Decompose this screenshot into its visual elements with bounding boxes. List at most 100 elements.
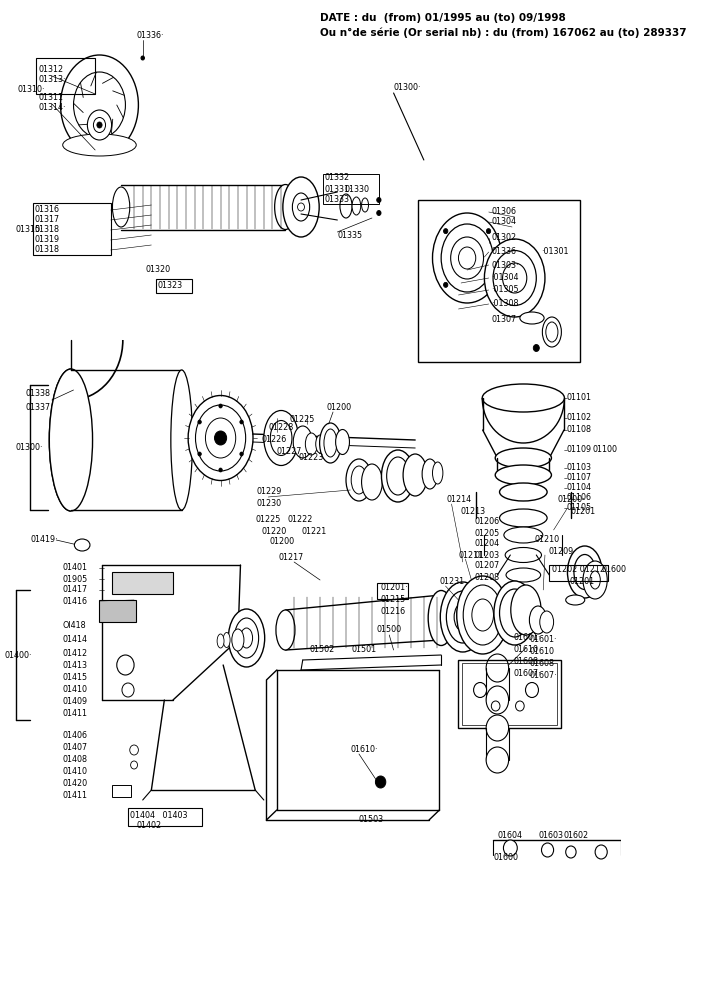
Text: 01310·: 01310· (17, 85, 45, 94)
Text: 01337·: 01337· (26, 403, 54, 412)
Ellipse shape (482, 384, 564, 412)
Text: 01500: 01500 (376, 626, 401, 635)
Text: Ol418: Ol418 (62, 620, 86, 630)
Ellipse shape (297, 203, 304, 211)
Text: 01227: 01227 (277, 448, 302, 456)
Ellipse shape (459, 247, 476, 269)
Bar (37, 58, 95, 94)
Text: 01303·: 01303· (491, 260, 519, 269)
Text: 01200: 01200 (327, 403, 352, 412)
Text: 01101: 01101 (567, 393, 592, 402)
Ellipse shape (474, 682, 487, 698)
Text: 01103: 01103 (567, 464, 592, 473)
Text: 01323: 01323 (157, 280, 182, 290)
Text: 01502: 01502 (309, 646, 335, 654)
Text: 01416: 01416 (62, 596, 88, 605)
Ellipse shape (264, 410, 299, 466)
Text: 01503: 01503 (359, 816, 384, 824)
Text: 01335: 01335 (337, 231, 363, 239)
Text: 01313·: 01313· (38, 75, 65, 84)
Ellipse shape (520, 312, 544, 324)
Bar (113, 785, 131, 797)
Text: 01417: 01417 (62, 585, 88, 594)
Ellipse shape (97, 122, 102, 128)
Ellipse shape (500, 509, 547, 527)
Ellipse shape (73, 72, 126, 138)
Text: 01213: 01213 (460, 506, 485, 516)
Text: 01206: 01206 (474, 518, 499, 526)
Ellipse shape (495, 448, 551, 468)
Ellipse shape (516, 701, 524, 711)
Ellipse shape (305, 433, 317, 455)
Text: 01205: 01205 (474, 528, 499, 538)
Ellipse shape (457, 576, 508, 654)
Text: 01319: 01319 (34, 235, 60, 244)
Text: 01336: 01336 (491, 247, 516, 256)
Text: ·01301: ·01301 (541, 247, 568, 256)
Ellipse shape (381, 450, 414, 502)
Text: 01601·: 01601· (514, 634, 541, 643)
Ellipse shape (486, 715, 508, 741)
Ellipse shape (428, 590, 454, 646)
Bar (549, 565, 608, 581)
Ellipse shape (122, 683, 134, 697)
Ellipse shape (432, 213, 502, 303)
Ellipse shape (377, 198, 381, 202)
Text: ·01308: ·01308 (491, 300, 519, 308)
Text: ·01305: ·01305 (491, 286, 519, 294)
Text: 01318: 01318 (34, 226, 60, 234)
Ellipse shape (217, 634, 224, 648)
Ellipse shape (566, 595, 584, 605)
Ellipse shape (240, 452, 243, 456)
Text: ·01304: ·01304 (491, 273, 519, 282)
Ellipse shape (198, 452, 201, 456)
Text: 01410: 01410 (62, 766, 88, 776)
Ellipse shape (491, 701, 500, 711)
Text: 01338: 01338 (26, 388, 51, 397)
Ellipse shape (270, 420, 292, 456)
Text: 01314·: 01314· (38, 104, 65, 112)
Ellipse shape (451, 237, 483, 279)
Ellipse shape (387, 457, 409, 495)
Bar (113, 572, 173, 594)
Ellipse shape (506, 568, 541, 582)
Ellipse shape (219, 468, 223, 472)
Ellipse shape (362, 198, 368, 212)
Text: 01312: 01312 (38, 66, 63, 75)
Text: 01601·: 01601· (529, 636, 557, 645)
Ellipse shape (541, 843, 554, 857)
Ellipse shape (583, 561, 607, 599)
Ellipse shape (486, 282, 490, 287)
Ellipse shape (432, 462, 443, 484)
Bar (128, 808, 202, 826)
Ellipse shape (141, 56, 144, 60)
Text: 01215: 01215 (381, 595, 406, 604)
Text: 01109: 01109 (567, 446, 592, 454)
Text: 01401: 01401 (62, 564, 88, 572)
Ellipse shape (50, 369, 93, 511)
Text: 01221: 01221 (301, 526, 326, 536)
Text: 01604: 01604 (498, 830, 523, 840)
Ellipse shape (117, 655, 134, 675)
Ellipse shape (316, 435, 325, 453)
Ellipse shape (486, 654, 508, 682)
Text: 01501: 01501 (351, 646, 376, 654)
Ellipse shape (444, 229, 448, 234)
Text: 01106: 01106 (567, 493, 592, 502)
Text: 01407: 01407 (62, 742, 88, 752)
Ellipse shape (346, 459, 372, 501)
Bar (33, 203, 111, 255)
Text: 01211: 01211 (459, 550, 484, 560)
Text: 01600: 01600 (493, 854, 518, 862)
Text: 01304: 01304 (491, 218, 516, 227)
Text: 01223: 01223 (299, 454, 324, 462)
Text: 01225: 01225 (255, 516, 281, 524)
Text: 01332: 01332 (325, 174, 350, 182)
Ellipse shape (131, 761, 138, 769)
Ellipse shape (376, 776, 386, 788)
Text: 01419·: 01419· (30, 536, 58, 544)
Text: 01201: 01201 (569, 578, 595, 586)
Ellipse shape (377, 211, 381, 216)
Text: 01610: 01610 (529, 648, 554, 656)
Text: 01217: 01217 (279, 554, 304, 562)
